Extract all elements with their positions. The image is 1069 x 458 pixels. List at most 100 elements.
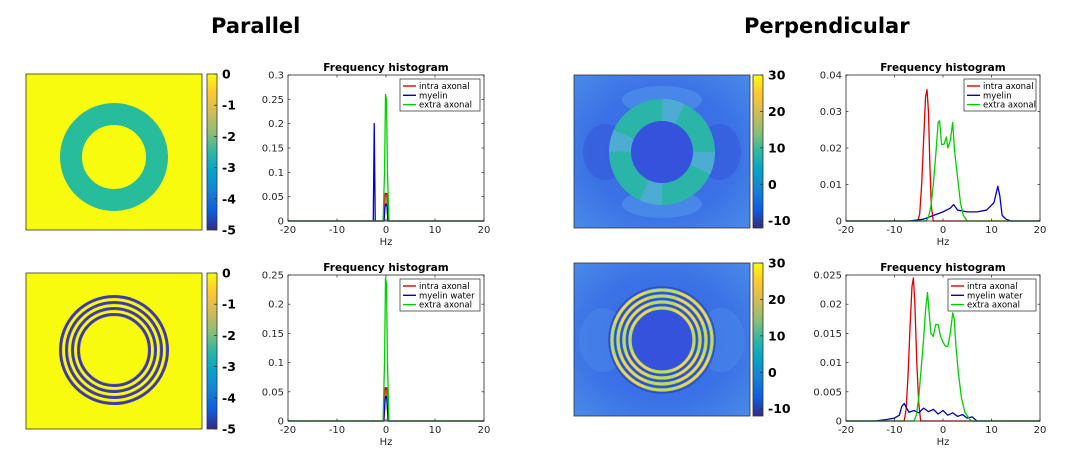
x-axis-label: Hz — [380, 437, 393, 448]
ring-dark-2 — [65, 301, 163, 399]
y-tick-label: 0.2 — [268, 300, 284, 311]
y-tick-label: 0.1 — [268, 168, 284, 179]
x-tick-label: 20 — [478, 425, 491, 436]
x-tick-label: -10 — [329, 225, 345, 236]
colorbar-tick-label: -5 — [222, 223, 236, 238]
y-tick-label: 0.01 — [820, 180, 842, 191]
ring-shade-1 — [622, 300, 702, 380]
field-map-perpendicular-myelin — [573, 74, 751, 229]
x-tick-label: -10 — [886, 225, 902, 236]
y-tick-label: 0.25 — [262, 95, 284, 106]
colorbar-tick-label: 0 — [768, 365, 777, 380]
series-line-extra-axonal — [288, 277, 484, 422]
colorbar-tick-label: 20 — [768, 104, 786, 119]
colorbar-tick-label: -4 — [222, 390, 236, 405]
colorbar-tick-label: -5 — [222, 422, 236, 437]
colorbar-tick-label: -1 — [222, 98, 236, 113]
ring-texture-3 — [61, 297, 167, 403]
y-tick-label: 0.02 — [820, 144, 842, 155]
ring-texture-2 — [67, 303, 161, 397]
x-tick-label: 10 — [985, 225, 998, 236]
field-map-parallel-myelin — [25, 73, 203, 231]
x-tick-label: -20 — [280, 225, 296, 236]
x-tick-label: -10 — [886, 425, 902, 436]
legend-entry: intra axonal — [983, 82, 1034, 92]
x-tick-label: -10 — [329, 425, 345, 436]
x-tick-label: -20 — [838, 225, 854, 236]
axon-interior — [631, 121, 693, 183]
series-line-myelin-water — [846, 402, 1040, 422]
y-tick-label: 0.1 — [268, 358, 284, 369]
series-line-myelin-water — [288, 395, 484, 422]
colorbar-tick-label: 0 — [768, 177, 777, 192]
y-tick-label: 0 — [278, 217, 284, 228]
ring-shade-3 — [610, 288, 714, 392]
colorbar-tick-label: -2 — [222, 129, 236, 144]
y-tick-label: 0.25 — [262, 271, 284, 282]
y-tick-label: 0.01 — [820, 358, 842, 369]
series-line-myelin — [288, 123, 484, 222]
colorbar-gradient — [206, 73, 218, 231]
x-tick-label: 20 — [1034, 425, 1047, 436]
x-tick-label: 20 — [478, 225, 491, 236]
myelin-annulus-shading — [609, 99, 715, 205]
x-tick-label: 0 — [940, 425, 946, 436]
colorbar-parallel-bottom: 0 -1 -2 -3 -4 -5 — [206, 266, 236, 437]
colorbar-perpendicular-bottom: 30 20 10 0 -10 — [752, 256, 791, 417]
x-axis-label: Hz — [937, 237, 950, 248]
series-line-extra-axonal — [288, 93, 484, 222]
legend-entry: extra axonal — [983, 101, 1036, 111]
series-line-extra-axonal — [846, 119, 1040, 222]
x-axis-label: Hz — [380, 237, 393, 248]
ring-dark-3 — [59, 295, 169, 405]
colorbar-tick-label: 30 — [768, 68, 786, 83]
colorbar-gradient — [206, 272, 218, 430]
chart-title: Frequency histogram — [880, 62, 1005, 74]
ring-gap-0 — [626, 304, 698, 376]
series-line-extra-axonal — [846, 291, 1040, 422]
ring-gap-1 — [620, 298, 704, 382]
y-tick-label: 0 — [836, 417, 842, 428]
field-map-parallel-myelin-water — [25, 272, 203, 430]
y-tick-label: 0.2 — [268, 119, 284, 130]
colorbar-tick-label: -2 — [222, 328, 236, 343]
ring-dark-0 — [77, 313, 151, 387]
ring-shade-2 — [616, 294, 708, 386]
y-tick-label: 0 — [278, 417, 284, 428]
ring-dark-1 — [71, 307, 157, 393]
ring-texture-1 — [73, 309, 155, 391]
myelin-annulus — [60, 103, 168, 211]
legend-entry: myelin — [983, 91, 1012, 101]
legend-entry: extra axonal — [419, 101, 472, 111]
legend-entry: intra axonal — [967, 282, 1018, 292]
series-line-intra-axonal — [846, 88, 1040, 222]
y-tick-label: 0.025 — [813, 271, 842, 282]
y-tick-label: 0.3 — [268, 71, 284, 82]
histogram-parallel-bottom: -20 -10 0 10 20 0 0.05 0.1 0.15 0.2 0.25 Frequency … — [262, 262, 491, 448]
y-tick-label: 0.15 — [262, 329, 284, 340]
colorbar-tick-label: 20 — [768, 292, 786, 307]
y-tick-label: 0.02 — [820, 300, 842, 311]
ring-texture-0 — [79, 315, 149, 385]
histogram-perpendicular-bottom: -20 -10 0 10 20 0 0.005 0.01 0.015 0.02 0.025 Frequ… — [813, 262, 1046, 448]
colorbar-tick-label: 10 — [768, 140, 786, 155]
series-line-intra-axonal — [846, 277, 1040, 422]
y-tick-label: 0.05 — [262, 192, 284, 203]
axon-interior — [632, 310, 692, 370]
chart-title: Frequency histogram — [880, 262, 1005, 274]
x-tick-label: 10 — [429, 225, 442, 236]
myelin-rings — [59, 295, 169, 405]
colorbar-tick-label: -10 — [768, 401, 791, 416]
x-tick-label: 10 — [985, 425, 998, 436]
legend-entry: extra axonal — [419, 301, 472, 311]
colorbar-tick-label: -4 — [222, 191, 236, 206]
legend-entry: myelin — [419, 91, 448, 101]
y-tick-label: 0.03 — [820, 107, 842, 118]
colorbar-perpendicular-top: 30 20 10 0 -10 — [752, 68, 791, 229]
ring-gap-3 — [608, 286, 716, 394]
